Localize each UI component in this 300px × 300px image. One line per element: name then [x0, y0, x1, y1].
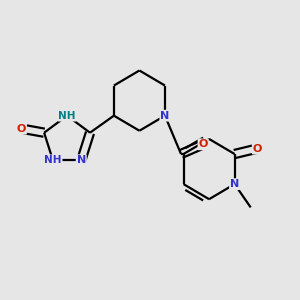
Text: N: N: [160, 111, 170, 121]
Text: N: N: [230, 179, 239, 189]
Text: O: O: [253, 143, 262, 154]
Text: NH: NH: [44, 155, 61, 165]
Text: O: O: [199, 139, 208, 149]
Text: NH: NH: [58, 111, 76, 121]
Text: N: N: [76, 155, 86, 165]
Text: O: O: [17, 124, 26, 134]
